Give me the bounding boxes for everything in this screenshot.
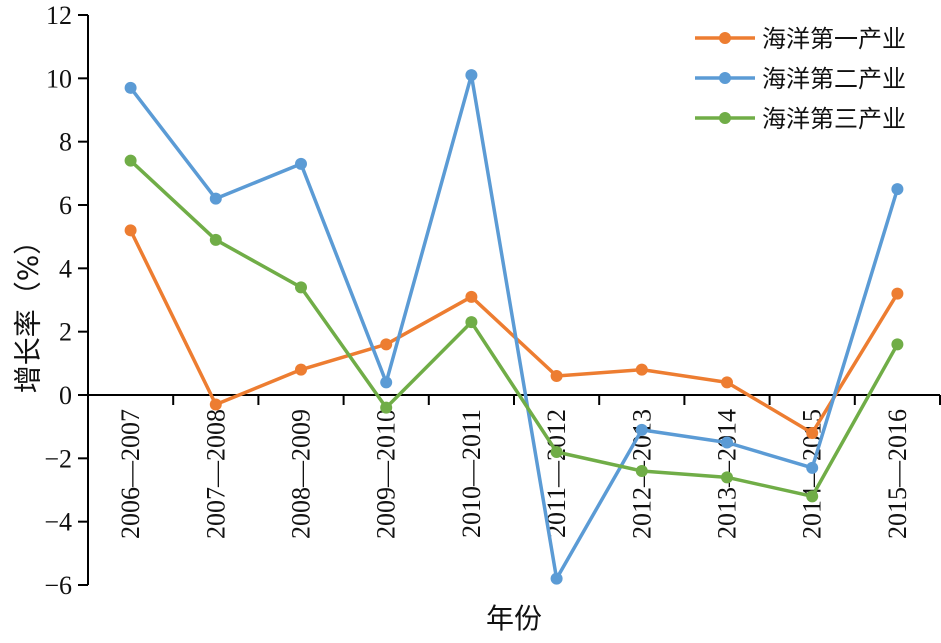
series-2-point	[891, 183, 904, 196]
series-line-2	[129, 73, 900, 581]
y-tick-group: −6 −4 −2 0 2 4 6 8 10 12	[44, 1, 88, 600]
series-3-point	[295, 281, 307, 294]
y-tick-label: −4	[44, 508, 72, 537]
y-tick-label: 8	[59, 128, 72, 157]
series-3-point	[380, 401, 393, 414]
y-tick-label: 2	[59, 318, 72, 347]
series-1-point	[806, 427, 819, 439]
series-3-point	[465, 316, 478, 329]
series-2-point	[721, 436, 733, 449]
legend-marker-2	[719, 72, 731, 84]
series-3-point	[635, 465, 648, 477]
series-3-point	[721, 471, 733, 484]
legend-label-2: 海洋第二产业	[762, 65, 906, 93]
series-3-point	[550, 446, 563, 458]
series-1-point	[380, 338, 393, 351]
series-2-point	[550, 572, 563, 585]
series-2-point	[465, 69, 478, 82]
series-1-point	[124, 224, 137, 237]
series-1-point	[550, 370, 563, 382]
y-tick-label: −2	[44, 444, 72, 473]
x-tick-label: 2007—2008	[201, 409, 230, 539]
series-points	[124, 69, 904, 585]
series-2-point	[635, 423, 648, 436]
legend-marker-3	[719, 112, 731, 124]
series-1-point	[465, 290, 478, 303]
series-2-point	[295, 157, 307, 170]
series-3-point	[124, 154, 137, 167]
series-3-point	[891, 338, 904, 351]
x-tick-label: 2009—2010	[372, 409, 401, 539]
y-tick-label: −6	[44, 571, 72, 600]
series-1-point	[721, 376, 733, 389]
series-2-point	[209, 192, 222, 205]
series-line-3	[129, 159, 899, 499]
series-1-point	[635, 363, 648, 376]
series-3-point	[806, 490, 819, 503]
series-3-point	[209, 233, 222, 246]
x-tick-label: 2015—2016	[883, 409, 912, 539]
y-axis-title: 增长率（%）	[12, 227, 45, 394]
x-tick-label: 2010—2011	[457, 409, 486, 538]
series-lines	[129, 73, 900, 581]
x-tick-label: 2006—2007	[116, 409, 145, 539]
legend-marker-1	[719, 32, 731, 44]
x-tick-label: 2008—2009	[287, 409, 316, 539]
series-1-point	[891, 287, 904, 300]
series-1-point	[209, 398, 222, 411]
y-tick-label: 10	[46, 64, 72, 93]
y-tick-label: 0	[59, 381, 72, 410]
x-axis-title: 年份	[486, 602, 542, 635]
y-tick-label: 12	[46, 1, 72, 30]
y-tick-label: 4	[59, 254, 72, 283]
series-2-point	[806, 461, 819, 474]
series-2-point	[124, 81, 137, 94]
legend-label-1: 海洋第一产业	[762, 25, 906, 53]
legend-label-3: 海洋第三产业	[762, 105, 906, 133]
series-1-point	[295, 363, 307, 376]
series-2-point	[380, 376, 393, 389]
y-tick-label: 6	[59, 191, 72, 220]
